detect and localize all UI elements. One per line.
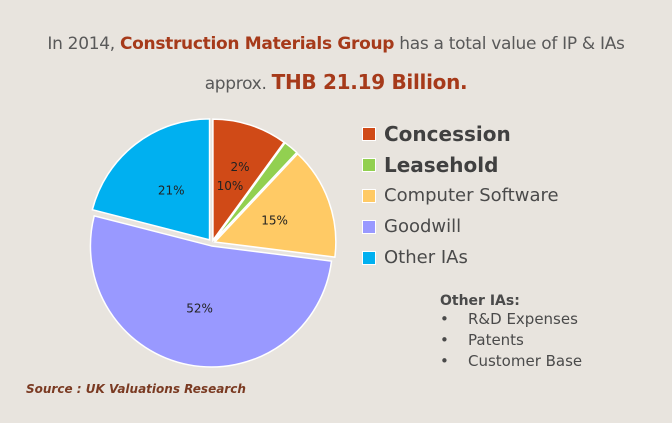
other-ias-item-label: Customer Base — [468, 352, 583, 370]
legend-item-computer-software: Computer Software — [362, 180, 559, 211]
other-ias-list: Other IAs: • R&D Expenses • Patents • Custome… — [440, 293, 582, 373]
other-ias-item-label: Patents — [468, 331, 524, 349]
legend-label: Computer Software — [384, 185, 559, 206]
legend-item-leasehold: Leasehold — [362, 149, 559, 180]
headline-line-1: In 2014, Construction Materials Group ha… — [0, 34, 672, 54]
bullet-icon: • — [440, 331, 449, 349]
company-name: Construction Materials Group — [119, 34, 395, 54]
legend-label: Other IAs — [384, 247, 468, 268]
other-ias-item: • R&D Expenses — [440, 310, 582, 331]
bullet-icon: • — [440, 310, 449, 328]
other-ias-title: Other IAs: — [440, 293, 520, 309]
bullet-icon: • — [440, 352, 449, 370]
headline-suffix: has a total value of IP & IAs — [394, 34, 625, 54]
total-value: THB 21.19 Billion. — [271, 70, 468, 94]
data-label-computer-software: 15% — [261, 213, 288, 227]
approx-label: approx. — [204, 74, 272, 94]
legend-item-concession: Concession — [362, 118, 559, 149]
data-label-concession: 10% — [217, 179, 244, 193]
legend-swatch — [362, 250, 376, 265]
legend-label: Goodwill — [384, 216, 462, 237]
legend-item-goodwill: Goodwill — [362, 211, 559, 242]
pie-slice-leasehold — [213, 141, 298, 242]
headline-prefix: In 2014, — [47, 34, 120, 54]
legend-swatch — [362, 157, 376, 172]
pie-slice-concession — [212, 118, 286, 243]
data-label-leasehold: 2% — [230, 160, 249, 174]
data-label-other-ias: 21% — [158, 183, 185, 197]
other-ias-item-label: R&D Expenses — [468, 310, 578, 328]
legend-swatch — [362, 188, 376, 203]
pie-slice-computer-software — [213, 152, 337, 258]
headline-line-2: approx. THB 21.19 Billion. — [0, 70, 672, 94]
chart-legend: Concession Leasehold Computer Software Good… — [362, 118, 559, 273]
legend-label: Concession — [384, 121, 511, 146]
pie-slice-other-ias — [91, 118, 211, 241]
legend-item-other-ias: Other IAs — [362, 242, 559, 273]
legend-swatch — [362, 126, 376, 141]
other-ias-item: • Customer Base — [440, 352, 582, 373]
pie-slice-goodwill — [89, 214, 333, 368]
legend-swatch — [362, 219, 376, 234]
other-ias-item: • Patents — [440, 331, 582, 352]
legend-label: Leasehold — [384, 152, 499, 177]
source-note: Source : UK Valuations Research — [26, 382, 246, 396]
data-label-goodwill: 52% — [186, 301, 213, 315]
